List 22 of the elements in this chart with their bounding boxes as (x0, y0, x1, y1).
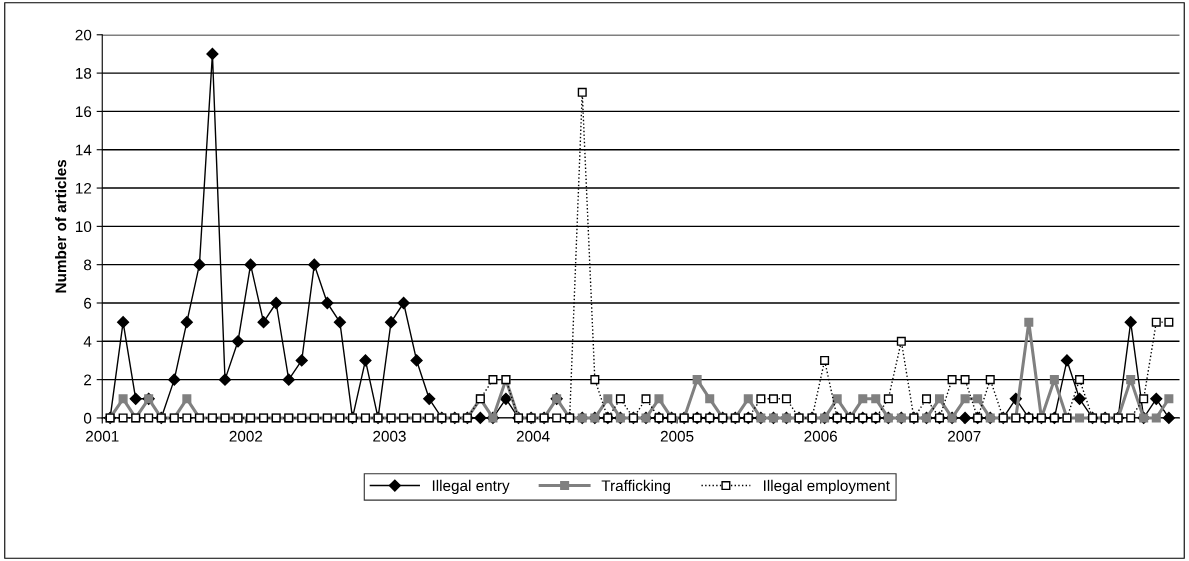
y-tick-label: 16 (76, 106, 92, 118)
y-tick-label: 14 (76, 144, 92, 156)
x-tick-label: 2007 (948, 430, 981, 442)
x-tick-label: 2006 (804, 430, 837, 442)
legend-label: Illegal entry (432, 479, 510, 495)
x-tick-label: 2001 (86, 430, 119, 442)
y-tick-label: 8 (84, 259, 92, 271)
y-tick-label: 20 (75, 29, 92, 41)
y-tick-label: 0 (83, 412, 92, 424)
y-tick-label: 6 (84, 297, 92, 309)
x-tick-label: 2004 (516, 430, 550, 442)
y-tick-label: 4 (83, 336, 92, 347)
x-tick-label: 2005 (660, 430, 694, 442)
y-tick-label: 12 (76, 182, 92, 194)
y-tick-label: 10 (76, 221, 92, 233)
legend-label: Trafficking (601, 479, 670, 495)
legend-label: Illegal employment (763, 479, 890, 495)
y-tick-label: 18 (76, 67, 92, 79)
y-axis-title: Number of articles (55, 159, 67, 293)
x-tick-label: 2003 (373, 430, 406, 442)
y-tick-label: 2 (84, 374, 92, 386)
x-tick-label: 2002 (229, 430, 263, 442)
